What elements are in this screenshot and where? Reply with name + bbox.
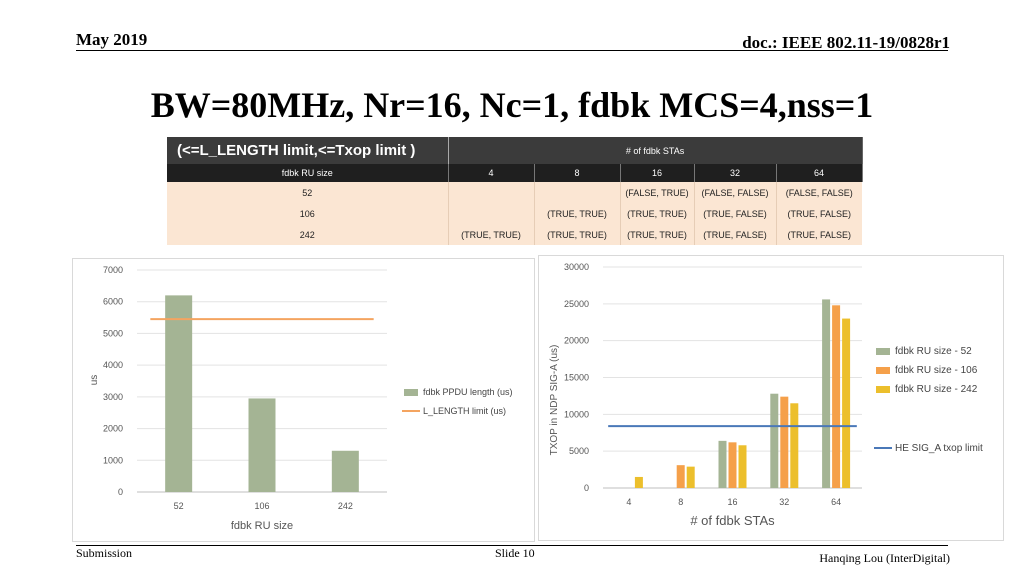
table-cell: (TRUE, TRUE) <box>619 203 694 224</box>
legend-label: HE SIG_A txop limit <box>895 443 983 454</box>
table-row: 242 (TRUE, TRUE) (TRUE, TRUE) (TRUE, TRUE)(… <box>167 224 863 245</box>
y-axis-title: us <box>89 375 100 386</box>
y-tick-label: 1000 <box>103 455 123 465</box>
y-tick-label: 0 <box>584 483 589 493</box>
bar-mark <box>822 299 831 488</box>
bar-mark <box>165 295 193 492</box>
result-table: (<=L_LENGTH limit,<=Txop limit ) # of fdb… <box>167 137 863 245</box>
table-cell: (TRUE, FALSE) <box>693 224 776 245</box>
y-tick-label: 4000 <box>103 360 123 370</box>
y-tick-label: 5000 <box>569 446 589 456</box>
bar-mark <box>686 466 695 488</box>
bar-mark <box>842 318 851 488</box>
legend-label: fdbk RU size - 106 <box>895 365 978 376</box>
table-cell: (FALSE, FALSE) <box>775 182 863 203</box>
y-tick-label: 30000 <box>564 262 589 272</box>
bar-mark <box>248 398 276 492</box>
x-axis-title: fdbk RU size <box>231 520 293 532</box>
footer-author: Hanqing Lou (InterDigital) <box>819 551 950 565</box>
table-cell <box>447 182 534 203</box>
x-axis-title: # of fdbk STAs <box>690 513 775 528</box>
header-divider <box>76 50 948 51</box>
table-row-label: 242 <box>167 224 448 245</box>
table-column-header: 64 <box>776 164 863 182</box>
legend-swatch <box>876 386 890 393</box>
bar-mark <box>634 476 643 488</box>
y-tick-label: 2000 <box>103 424 123 434</box>
table-cell: (FALSE, FALSE) <box>693 182 776 203</box>
bar-mark <box>770 393 779 488</box>
footer-divider <box>76 545 948 546</box>
header-doc-id: doc.: IEEE 802.11-19/0828r1 <box>742 33 950 52</box>
table-row-label: 52 <box>167 182 448 203</box>
table-header-row: (<=L_LENGTH limit,<=Txop limit ) # of fdb… <box>167 137 863 164</box>
ppdu-length-chart-panel <box>72 258 535 542</box>
legend-label: fdbk RU size - 52 <box>895 346 972 357</box>
header-date: May 2019 <box>76 30 148 49</box>
bar-mark <box>790 403 799 488</box>
table-cell <box>447 203 534 224</box>
footer-slide-number: Slide 10 <box>495 546 535 560</box>
table-subheader-row: fdbk RU size 4 8 16 32 64 <box>167 164 863 182</box>
footer-submission: Submission <box>76 546 133 560</box>
y-tick-label: 25000 <box>564 299 589 309</box>
bar-mark <box>676 465 685 488</box>
y-tick-label: 0 <box>118 487 123 497</box>
table-cell: (TRUE, FALSE) <box>693 203 776 224</box>
slide-title: BW=80MHz, Nr=16, Nc=1, fdbk MCS=4,nss=1 <box>150 85 874 125</box>
legend-label: L_LENGTH limit (us) <box>423 406 506 416</box>
table-row-header-label: fdbk RU size <box>167 164 449 182</box>
table-cell: (TRUE, TRUE) <box>533 224 620 245</box>
bar-mark <box>718 440 727 488</box>
bar-mark <box>331 450 359 492</box>
table-cell: (TRUE, FALSE) <box>775 203 863 224</box>
bar-mark <box>780 396 789 488</box>
table-column-header: 4 <box>448 164 535 182</box>
y-tick-label: 20000 <box>564 336 589 346</box>
table-column-header: 32 <box>694 164 777 182</box>
y-tick-label: 10000 <box>564 409 589 419</box>
x-tick-label: 16 <box>727 497 737 507</box>
x-tick-label: 52 <box>174 501 184 511</box>
x-tick-label: 242 <box>338 501 353 511</box>
table-group-header: # of fdbk STAs <box>448 137 863 164</box>
y-tick-label: 7000 <box>103 265 123 275</box>
table-cell <box>533 182 620 203</box>
x-tick-label: 106 <box>254 501 269 511</box>
y-tick-label: 3000 <box>103 392 123 402</box>
bar-mark <box>738 445 747 488</box>
table-column-header: 16 <box>620 164 695 182</box>
table-row: 52 (FALSE, TRUE) (FALSE, FALSE) (FALSE, FAL… <box>167 182 863 203</box>
x-tick-label: 32 <box>779 497 789 507</box>
table-row: 106 (TRUE, TRUE) (TRUE, TRUE) (TRUE, FALSE)… <box>167 203 863 224</box>
y-tick-label: 6000 <box>103 297 123 307</box>
table-column-header: 8 <box>534 164 621 182</box>
table-cell: (FALSE, TRUE) <box>619 182 694 203</box>
y-tick-label: 5000 <box>103 328 123 338</box>
legend-label: fdbk RU size - 242 <box>895 384 978 395</box>
legend-swatch <box>404 389 418 396</box>
table-cell: (TRUE, TRUE) <box>447 224 534 245</box>
bar-mark <box>832 305 841 488</box>
x-tick-label: 64 <box>831 497 841 507</box>
legend-swatch <box>876 367 890 374</box>
x-tick-label: 8 <box>678 497 683 507</box>
x-tick-label: 4 <box>626 497 631 507</box>
legend-label: fdbk PPDU length (us) <box>423 387 513 397</box>
table-cell: (TRUE, FALSE) <box>775 224 863 245</box>
table-row-label: 106 <box>167 203 448 224</box>
table-cell: (TRUE, TRUE) <box>533 203 620 224</box>
table-corner-label: (<=L_LENGTH limit,<=Txop limit ) <box>167 137 449 164</box>
table-cell: (TRUE, TRUE) <box>619 224 694 245</box>
y-axis-title: TXOP in NDP SIG-A (us) <box>549 345 560 456</box>
legend-swatch <box>876 348 890 355</box>
y-tick-label: 15000 <box>564 373 589 383</box>
bar-mark <box>728 442 737 488</box>
